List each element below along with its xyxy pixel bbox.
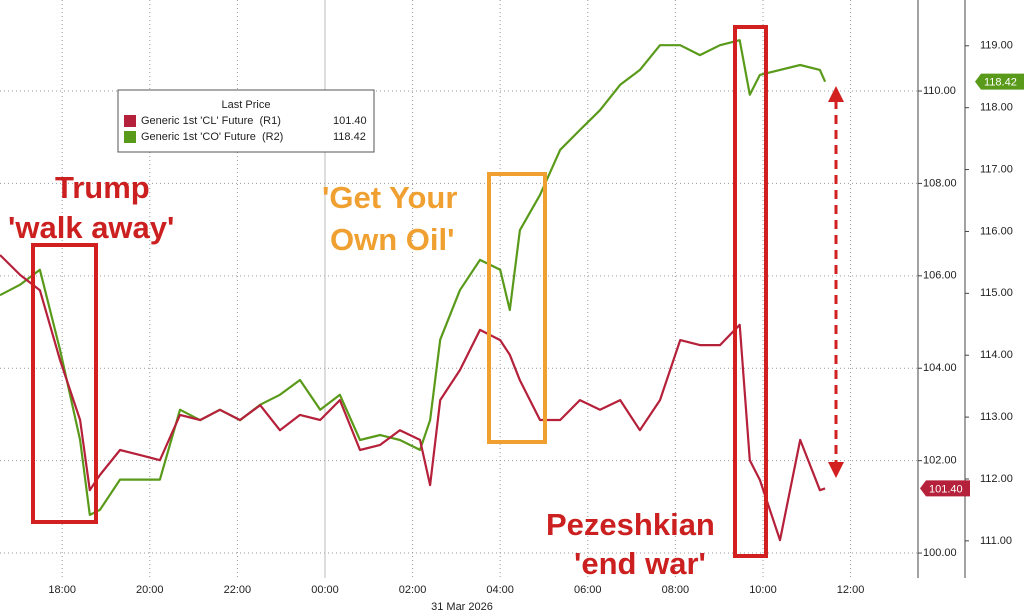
- annotation-text: 'walk away': [8, 210, 174, 245]
- legend-label: Generic 1st 'CL' Future (R1): [141, 115, 281, 127]
- y-tick-label: 108.00: [923, 177, 957, 189]
- legend-value: 118.42: [333, 131, 366, 143]
- x-tick-label: 00:00: [311, 584, 339, 596]
- legend-swatch: [124, 131, 136, 143]
- x-tick-label: 04:00: [486, 584, 514, 596]
- y-tick-label: 102.00: [923, 455, 957, 467]
- last-value-label: 118.42: [984, 77, 1017, 89]
- y-tick-label: 104.00: [923, 362, 957, 374]
- x-tick-label: 06:00: [574, 584, 602, 596]
- series-line: [0, 254, 826, 542]
- lines: [0, 39, 827, 542]
- annotation-text: Own Oil': [330, 222, 454, 257]
- x-tick-label: 22:00: [224, 584, 252, 596]
- y2-tick-label: 117.00: [980, 163, 1013, 175]
- annotation-text: Pezeshkian: [546, 507, 715, 542]
- legend-swatch: [124, 115, 136, 127]
- last-value-tag: [975, 73, 1024, 90]
- legend-title: Last Price: [222, 99, 271, 111]
- y2-tick-label: 112.00: [980, 473, 1013, 485]
- y2-tick-label: 111.00: [980, 535, 1012, 547]
- y-tick-label: 106.00: [923, 270, 957, 282]
- legend-value: 101.40: [333, 115, 367, 127]
- annotation-text: 'end war': [574, 546, 706, 581]
- x-tick-label: 18:00: [48, 584, 76, 596]
- legend-box: [117, 89, 375, 153]
- annotation-box: [487, 172, 547, 444]
- y2-tick-label: 118.00: [980, 102, 1013, 114]
- x-tick-label: 08:00: [662, 584, 690, 596]
- x-axis-label: 31 Mar 2026: [431, 601, 493, 613]
- last-value-label: 101.40: [929, 483, 963, 495]
- y2-tick-label: 116.00: [980, 225, 1013, 237]
- annotation-box: [31, 243, 98, 524]
- y-tick-label: 110.00: [923, 85, 956, 97]
- x-tick-label: 12:00: [837, 584, 865, 596]
- annotations: Trump 'walk away' 'Get Your Own Oil' Pezeshk…: [8, 170, 715, 581]
- annotation-text: Trump: [55, 170, 150, 205]
- annotation-box: [733, 25, 768, 558]
- y2-tick-label: 114.00: [980, 349, 1013, 361]
- x-tick-label: 02:00: [399, 584, 427, 596]
- x-tick-label: 20:00: [136, 584, 164, 596]
- y2-tick-label: 115.00: [980, 287, 1013, 299]
- y-tick-label: 100.00: [923, 547, 957, 559]
- annotation-text: 'Get Your: [322, 180, 457, 215]
- x-tick-label: 10:00: [749, 584, 777, 596]
- spread-arrow: [828, 86, 844, 478]
- last-value-tag: [920, 480, 970, 497]
- series-line: [0, 39, 827, 516]
- legend-label: Generic 1st 'CO' Future (R2): [141, 131, 283, 143]
- legend: Last Price Generic 1st 'CO' Future (R2) 1…: [117, 89, 375, 153]
- y2-tick-label: 113.00: [980, 411, 1013, 423]
- y2-tick-label: 119.00: [980, 40, 1013, 52]
